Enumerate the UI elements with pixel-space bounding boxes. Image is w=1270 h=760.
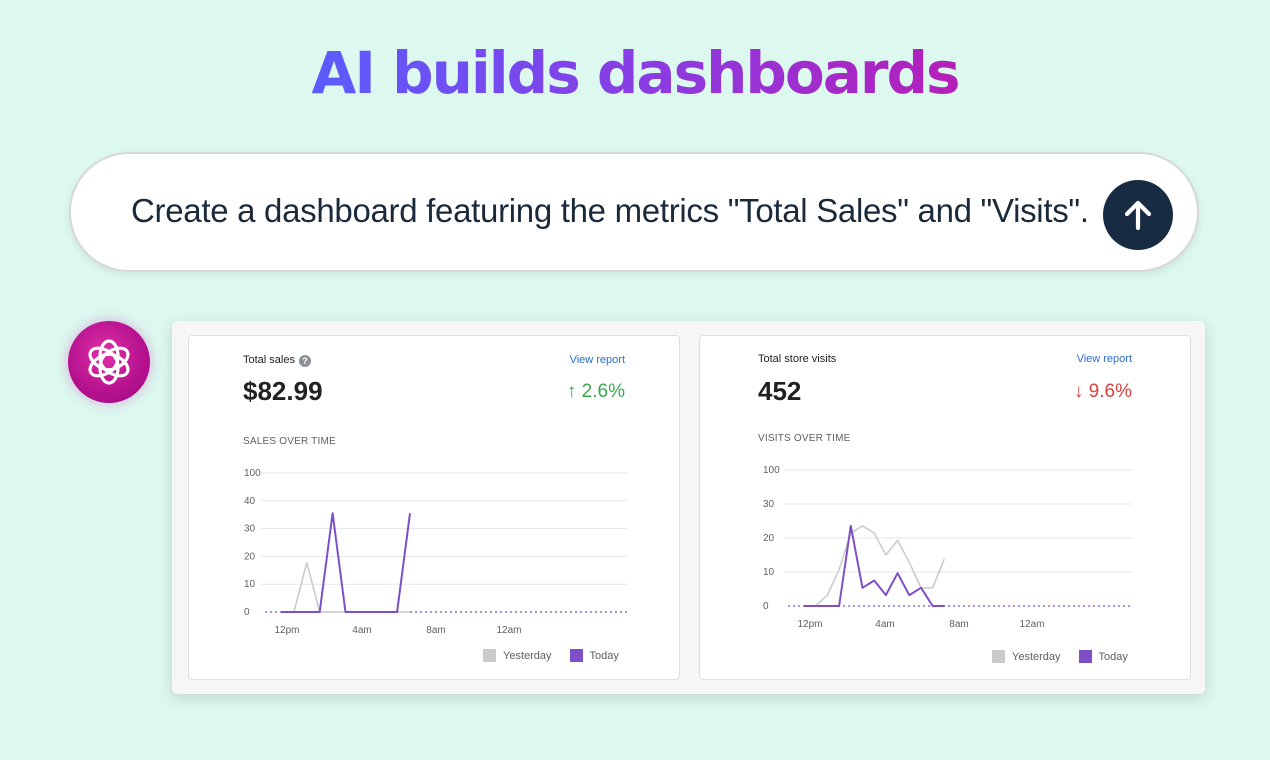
prompt-input-box[interactable]: Create a dashboard featuring the metrics…	[69, 152, 1199, 272]
card-title: Total store visits	[758, 353, 837, 365]
y-tick-label: 10	[763, 567, 775, 578]
legend-label-yesterday: Yesterday	[1012, 650, 1061, 663]
visits-legend: Yesterday Today	[992, 650, 1146, 663]
series-line-today	[281, 512, 411, 613]
y-tick-label: 20	[244, 551, 256, 562]
legend-swatch-today	[1078, 650, 1092, 663]
y-tick-label: 30	[763, 499, 775, 510]
legend-item-today[interactable]: Today	[569, 649, 619, 662]
legend-swatch-yesterday	[483, 649, 496, 662]
series-line-today	[804, 524, 945, 607]
sales-change-badge: ↑ 2.6%	[566, 381, 625, 402]
x-tick-label: 12am	[1019, 619, 1044, 630]
legend-item-yesterday[interactable]: Yesterday	[992, 650, 1061, 663]
send-button[interactable]	[1103, 180, 1173, 250]
openai-logo-icon	[88, 339, 130, 385]
y-tick-label: 100	[244, 468, 261, 479]
legend-label-yesterday: Yesterday	[503, 649, 552, 662]
x-tick-label: 4am	[875, 619, 894, 630]
x-tick-label: 4am	[352, 625, 371, 636]
y-tick-label: 0	[763, 601, 769, 612]
arrow-up-icon	[1124, 200, 1152, 231]
dashboard-panel: Total sales? View report $82.99 ↑ 2.6% S…	[172, 321, 1205, 694]
store-visits-card: Total store visits View report 452 ↓ 9.6…	[699, 335, 1191, 680]
legend-label-today: Today	[1098, 650, 1128, 663]
y-tick-label: 10	[244, 579, 256, 590]
x-tick-label: 8am	[426, 625, 445, 636]
assistant-avatar	[68, 321, 150, 403]
card-title-text: Total sales	[243, 354, 295, 366]
y-tick-label: 30	[244, 524, 256, 535]
sales-section-title: SALES OVER TIME	[243, 436, 336, 447]
legend-label-today: Today	[589, 649, 619, 662]
y-tick-label: 100	[763, 465, 780, 476]
store-visits-value: 452	[758, 376, 802, 406]
x-tick-label: 12pm	[274, 625, 299, 636]
question-icon[interactable]: ?	[298, 355, 311, 367]
total-sales-card: Total sales? View report $82.99 ↑ 2.6% S…	[188, 335, 680, 680]
y-tick-label: 0	[244, 607, 250, 618]
legend-swatch-today	[569, 649, 583, 662]
y-tick-label: 40	[244, 496, 256, 507]
visits-section-title: VISITS OVER TIME	[758, 433, 851, 444]
legend-item-yesterday[interactable]: Yesterday	[483, 649, 552, 662]
view-report-link[interactable]: View report	[569, 354, 625, 366]
view-report-link[interactable]: View report	[1076, 353, 1132, 365]
x-tick-label: 8am	[949, 619, 968, 630]
headline-text: AI builds dashboards	[311, 39, 960, 107]
visits-change-badge: ↓ 9.6%	[1073, 381, 1132, 402]
legend-swatch-yesterday	[992, 650, 1005, 663]
y-tick-label: 20	[763, 533, 775, 544]
legend-item-today[interactable]: Today	[1078, 650, 1128, 663]
prompt-text: Create a dashboard featuring the metrics…	[131, 192, 1089, 229]
page-headline: AI builds dashboards	[0, 38, 1270, 108]
x-tick-label: 12am	[496, 625, 521, 636]
x-tick-label: 12pm	[797, 619, 822, 630]
total-sales-value: $82.99	[243, 376, 323, 406]
sales-legend: Yesterday Today	[483, 649, 637, 662]
card-title: Total sales?	[243, 354, 311, 367]
